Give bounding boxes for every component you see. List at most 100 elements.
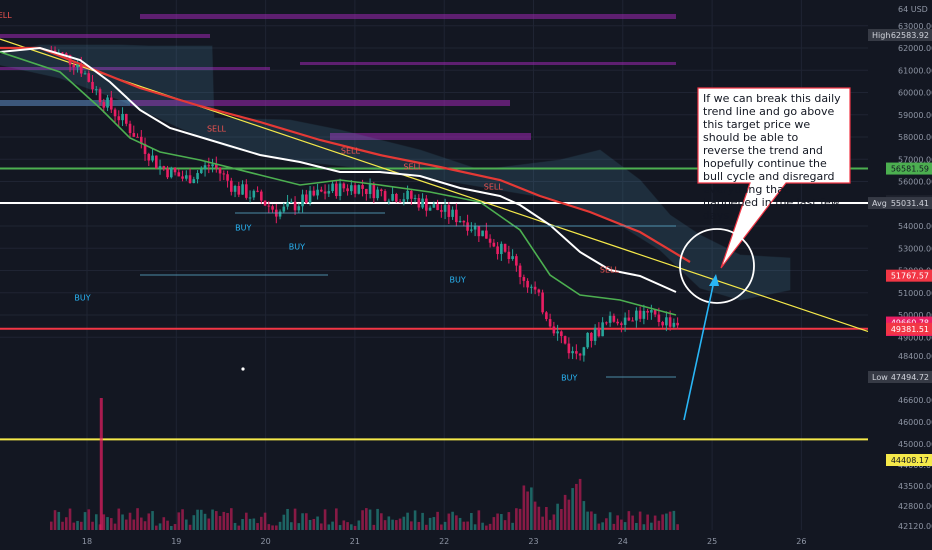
candle (200, 169, 203, 174)
volume-bar (646, 514, 649, 530)
candle (117, 116, 121, 121)
candle (627, 317, 631, 321)
volume-bar (342, 520, 346, 530)
volume-bar (207, 518, 211, 530)
candle (76, 64, 79, 68)
volume-bar (620, 519, 623, 530)
candle (657, 314, 661, 322)
ema-fast-line (0, 46, 677, 293)
time-tick-label: 25 (707, 537, 717, 546)
candle (402, 199, 406, 202)
ema-slow-line (0, 46, 691, 263)
candle (503, 243, 507, 252)
volume-bar (421, 512, 424, 530)
volume-bar (526, 491, 529, 530)
candle (192, 179, 196, 184)
candle (293, 201, 297, 211)
candle (162, 166, 166, 169)
volume-bar (417, 521, 421, 530)
volume-bar (661, 514, 664, 530)
volume-bar (256, 523, 259, 530)
candle (147, 153, 151, 161)
volume-bar (139, 517, 143, 530)
price-tick-label: 54000.00 (898, 222, 932, 231)
volume-spike (99, 398, 103, 530)
candle (136, 136, 139, 138)
candle (166, 168, 169, 178)
candle (653, 310, 657, 315)
candle (526, 280, 529, 288)
candle (72, 64, 76, 68)
volume-bar (518, 508, 522, 530)
candle (586, 332, 589, 348)
volume-bar (350, 524, 353, 530)
volume-bar (376, 508, 379, 530)
candle (64, 53, 68, 56)
candle (410, 190, 413, 199)
price-label-name: Avg (872, 199, 887, 208)
candle (207, 165, 211, 167)
candle (106, 97, 109, 108)
price-tick-label: 43500.00 (898, 482, 932, 491)
volume-bar (616, 515, 619, 530)
candle (222, 173, 226, 175)
volume-bar (158, 523, 162, 530)
candle (327, 191, 331, 194)
buy-signal-label: BUY (561, 374, 577, 383)
volume-bar (533, 501, 537, 530)
candle (323, 191, 327, 194)
volume-bar (383, 520, 387, 530)
buy-signal-label: BUY (235, 223, 251, 232)
candle (612, 315, 616, 322)
candle (346, 188, 349, 192)
volume-bar (571, 488, 574, 530)
volume-bar (380, 513, 383, 530)
candle (361, 185, 364, 189)
candle (185, 175, 188, 179)
price-label-value: 56581.59 (891, 165, 929, 174)
time-tick-label: 21 (350, 537, 360, 546)
volume-bar (91, 521, 94, 530)
candle (98, 89, 102, 103)
candle (151, 155, 154, 161)
volume-bar (425, 524, 428, 530)
candle (560, 331, 563, 337)
candle (173, 167, 177, 173)
candle (181, 176, 184, 179)
price-label-value: 47494.72 (891, 373, 929, 382)
volume-bar (398, 518, 402, 530)
volume-bar (64, 517, 68, 530)
candle (646, 310, 649, 313)
volume-bar (230, 508, 233, 530)
candle (308, 190, 312, 203)
time-tick-label: 19 (171, 537, 181, 546)
candle (665, 317, 668, 326)
volume-bar (638, 511, 642, 530)
volume-bar (443, 521, 447, 530)
arrow-head (709, 274, 719, 286)
volume-bar (530, 487, 533, 530)
candle (368, 184, 372, 194)
volume-bar (252, 518, 256, 530)
ema-mid-line (0, 51, 677, 316)
candle (365, 188, 368, 194)
volume-bar (94, 514, 98, 530)
candle (297, 206, 301, 211)
time-tick-label: 22 (439, 537, 449, 546)
candle (391, 193, 394, 201)
volume-bar (391, 519, 394, 530)
profile-bar (140, 14, 676, 19)
candle (473, 225, 477, 230)
volume-bar (271, 525, 274, 530)
callout-text: If we can break this daily trend line an… (703, 92, 841, 222)
volume-bar (563, 494, 567, 530)
candle (428, 207, 432, 211)
candle (102, 102, 106, 108)
volume-bar (320, 523, 323, 530)
volume-bar (462, 521, 466, 530)
candle (650, 310, 653, 313)
volume-bar (428, 517, 432, 530)
volume-bar (548, 519, 552, 530)
volume-bar (496, 513, 499, 530)
